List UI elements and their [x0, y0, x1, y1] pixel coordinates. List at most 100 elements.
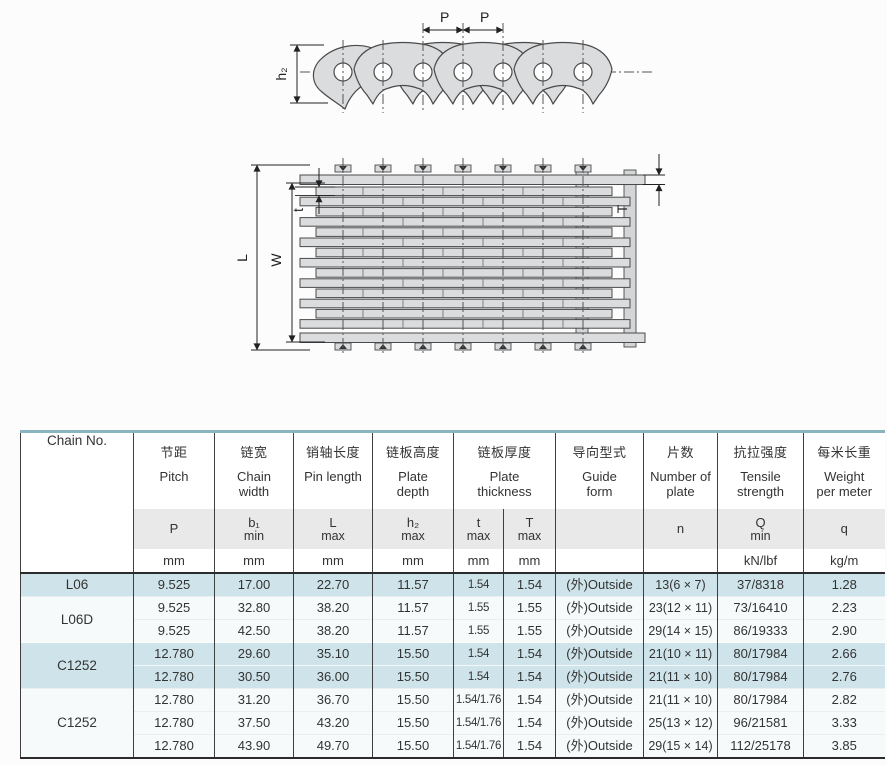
col-header-chain-width: 链宽 Chain width: [214, 431, 294, 509]
table-row: 9.525 42.50 38.20 11.57 1.55 1.55 (外)Outside 29…: [21, 619, 885, 643]
table-cell: 80/17984: [717, 665, 804, 689]
col-header-pitch-cn: 节距: [160, 445, 188, 460]
table-cell: 86/19333: [717, 619, 804, 643]
chain-side-view-diagram: P P h₂: [273, 9, 655, 113]
table-cell: 9.525: [133, 572, 215, 597]
table-row: C1252 12.780 29.60 35.10 15.50 1.54 1.54 (外)Out…: [20, 642, 885, 689]
table-cell: 2.90: [803, 619, 885, 643]
table-cell: 15.50: [372, 665, 454, 689]
table-row: 12.780 37.50 43.20 15.50 1.54/1.76 1.54 (外)Out…: [21, 711, 885, 735]
plate-depth-label: h₂: [273, 67, 289, 80]
plate-thickness-t-label: t: [290, 208, 306, 212]
table-cell: (外)Outside: [555, 596, 644, 620]
table-row: 12.780 43.90 49.70 15.50 1.54/1.76 1.54 (外)Out…: [21, 734, 885, 758]
table-cell: 43.20: [293, 711, 373, 735]
table-cell: 21(10 × 11): [643, 642, 718, 666]
table-cell: 96/21581: [717, 711, 804, 735]
chain-no-cell: C1252: [20, 688, 134, 758]
table-cell: 1.54: [503, 734, 556, 758]
pin-length-dimension: [251, 164, 310, 351]
table-row: L06 9.525 17.00 22.70 11.57 1.54 1.54 (外)Outsid…: [20, 572, 885, 597]
unit-plate-depth: mm: [372, 549, 454, 574]
col-header-guide-form-en: Guide form: [582, 469, 617, 499]
col-header-number-of-plate-en: Number of plate: [650, 469, 711, 499]
table-cell: 17.00: [214, 572, 294, 597]
table-cell: 1.54: [453, 642, 504, 666]
col-header-plate-depth: 链板高度 Plate depth: [372, 431, 454, 509]
pitch-label-1: P: [440, 9, 449, 25]
table-cell: 1.28: [803, 572, 885, 597]
col-header-weight-cn: 每米长重: [817, 445, 872, 460]
spec-table-body: L06 9.525 17.00 22.70 11.57 1.54 1.54 (外)Outsid…: [20, 572, 885, 758]
table-cell: 30.50: [214, 665, 294, 689]
symbol-h2-max: h₂ max: [372, 509, 454, 549]
table-cell: 1.54: [503, 711, 556, 735]
chain-no-cell: L06: [20, 572, 134, 597]
table-row: L06D 9.525 32.80 38.20 11.57 1.55 1.55 (外)Outsi…: [20, 596, 885, 643]
table-cell: 2.76: [803, 665, 885, 689]
col-header-pitch: 节距 Pitch: [133, 431, 215, 509]
table-cell: 12.780: [133, 734, 215, 758]
unit-pitch: mm: [133, 549, 215, 574]
unit-t: mm: [453, 549, 504, 574]
col-header-chain-width-cn: 链宽: [240, 445, 268, 460]
table-cell: 80/17984: [717, 642, 804, 666]
table-cell: 32.80: [214, 596, 294, 620]
unit-chain-width: mm: [214, 549, 294, 574]
table-cell: 1.54: [503, 688, 556, 712]
unit-Q: kN/lbf: [717, 549, 804, 574]
table-cell: 23(12 × 11): [643, 596, 718, 620]
table-cell: 11.57: [372, 619, 454, 643]
table-cell: 15.50: [372, 711, 454, 735]
plate-thickness-t-dimension: [295, 168, 335, 214]
unit-guide: [555, 549, 644, 574]
table-cell: 1.54/1.76: [453, 734, 504, 758]
col-header-weight: 每米长重 Weight per meter: [803, 431, 885, 509]
col-header-tensile-strength-cn: 抗拉强度: [733, 445, 788, 460]
chain-width-label: W: [268, 253, 284, 267]
table-cell: 1.54/1.76: [453, 711, 504, 735]
table-cell: 29(14 × 15): [643, 619, 718, 643]
table-cell: 3.85: [803, 734, 885, 758]
chain-plates: [312, 41, 613, 110]
table-cell: 1.54/1.76: [453, 688, 504, 712]
table-cell: 73/16410: [717, 596, 804, 620]
col-header-tensile-strength: 抗拉强度 Tensile strength: [717, 431, 804, 509]
symbol-guide-empty: [555, 509, 644, 549]
col-header-plate-thickness-cn: 链板厚度: [477, 445, 532, 460]
header-row-units: mm mm mm mm mm mm kN/lbf kg/m: [21, 549, 885, 574]
table-cell: (外)Outside: [555, 711, 644, 735]
table-cell: 25(13 × 12): [643, 711, 718, 735]
table-cell: 1.55: [453, 596, 504, 620]
table-cell: (外)Outside: [555, 642, 644, 666]
header-row-names: Chain No. 节距 Pitch 链宽 Chain width 销轴长度 P…: [20, 431, 885, 574]
table-cell: 2.66: [803, 642, 885, 666]
plate-rows: [299, 174, 646, 343]
table-cell: 21(11 × 10): [643, 688, 718, 712]
symbol-q: q: [803, 509, 885, 549]
table-cell: 9.525: [133, 596, 215, 620]
col-header-pin-length-en: Pin length: [304, 469, 362, 484]
plate-depth-dimension: [290, 44, 328, 104]
table-cell: 15.50: [372, 734, 454, 758]
table-cell: 37.50: [214, 711, 294, 735]
table-cell: 29.60: [214, 642, 294, 666]
table-cell: 21(11 × 10): [643, 665, 718, 689]
table-cell: 38.20: [293, 619, 373, 643]
col-header-number-of-plate-cn: 片数: [666, 445, 694, 460]
plate-seams: [362, 187, 564, 329]
table-cell: 13(6 × 7): [643, 572, 718, 597]
table-cell: 1.55: [503, 619, 556, 643]
table-cell: 112/25178: [717, 734, 804, 758]
table-cell: 43.90: [214, 734, 294, 758]
pin-centerlines: [342, 158, 584, 355]
table-cell: 2.82: [803, 688, 885, 712]
plate-thickness-T-dimension: [643, 154, 665, 206]
symbol-b1-min: b₁ min: [214, 509, 294, 549]
unit-q: kg/m: [803, 549, 885, 574]
table-cell: 2.23: [803, 596, 885, 620]
table-cell: 37/8318: [717, 572, 804, 597]
